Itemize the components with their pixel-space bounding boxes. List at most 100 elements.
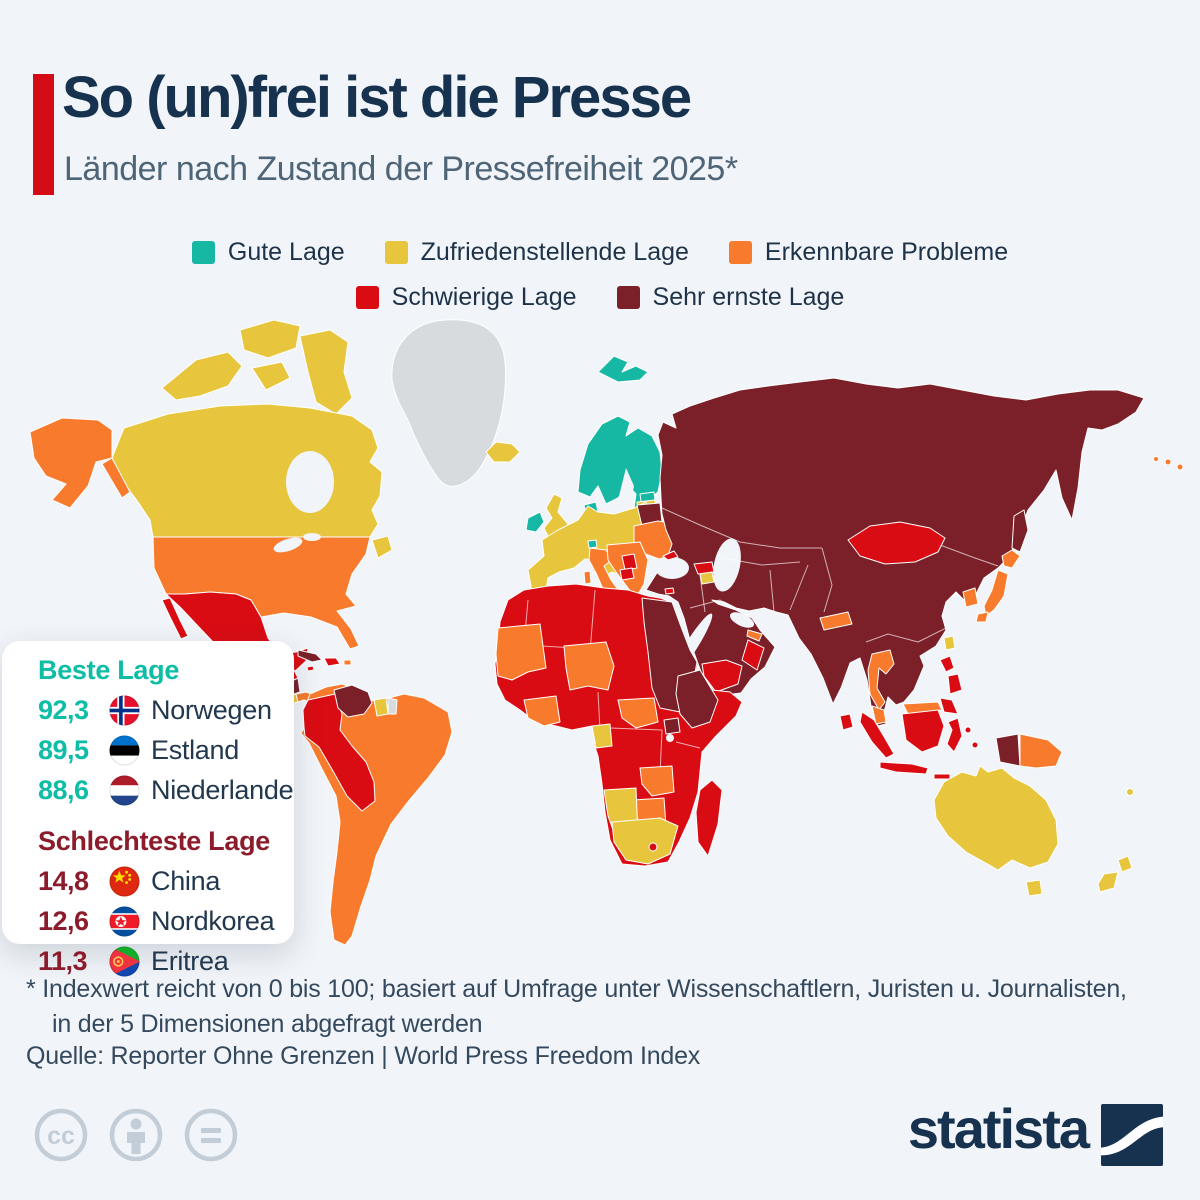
- map-region-tasmania: [1025, 879, 1043, 897]
- map-region-switzerland: [587, 539, 598, 549]
- rank-row-china: 14,8 China: [38, 866, 294, 897]
- eritrea-flag-icon: [109, 946, 140, 977]
- map-region-armenia: [699, 571, 715, 585]
- map-region-ireland: [525, 511, 545, 533]
- statista-logo-icon: [1101, 1104, 1163, 1166]
- score-netherlands: 88,6: [38, 775, 89, 805]
- rank-row-norway: 92,3 Norwegen: [38, 695, 294, 726]
- map-region-ethiopia-eritrea: [675, 669, 719, 729]
- map-region-cyprus: [664, 587, 675, 595]
- score-estonia: 89,5: [38, 735, 89, 765]
- rank-row-eritrea: 11,3 Eritrea: [38, 946, 294, 977]
- map-region-nepal: [819, 611, 853, 631]
- best-heading: Beste Lage: [38, 655, 180, 685]
- map-region-andes-states: [302, 693, 376, 812]
- map-region-crimea: [662, 550, 679, 561]
- map-region-niger: [563, 641, 615, 691]
- map-region-mongolia: [847, 521, 946, 565]
- country-north-korea: Nordkorea: [151, 906, 275, 936]
- worst-heading: Schlechteste Lage: [38, 826, 270, 856]
- map-region-albania-north-macedonia: [619, 567, 635, 581]
- hudson-bay-water: [286, 451, 334, 513]
- country-norway: Norwegen: [151, 695, 272, 725]
- legend-item-good: Gute Lage: [191, 238, 345, 267]
- baltic-sea-water: [618, 468, 634, 508]
- legend-swatch-satisfactory: [384, 241, 408, 264]
- asia-country-borders: [661, 507, 999, 643]
- map-region-hispaniola: [323, 657, 341, 667]
- creative-commons-icons: cc: [34, 1108, 238, 1162]
- map-region-sri-lanka: [839, 713, 854, 731]
- lake-victoria-water: [666, 734, 674, 742]
- score-north-korea: 12,6: [38, 906, 89, 936]
- page-title: So (un)frei ist die Presse: [62, 65, 692, 130]
- map-region-fiji: [1126, 788, 1134, 796]
- country-netherlands: Niederlande: [151, 775, 294, 805]
- footnote-line-1: * Indexwert reicht von 0 bis 100; basier…: [26, 975, 1127, 1003]
- legend-item-very-serious: Sehr ernste Lage: [616, 283, 845, 312]
- legend-swatch-very-serious: [616, 286, 640, 309]
- score-norway: 92,3: [38, 695, 89, 725]
- map-region-oman: [741, 639, 765, 671]
- world-map: [29, 319, 1184, 946]
- cc-icon: [34, 1108, 88, 1162]
- legend-label-satisfactory: Zufriedenstellende Lage: [420, 238, 689, 266]
- persian-gulf-water: [729, 612, 755, 628]
- netherlands-flag-icon: [109, 775, 140, 806]
- map-region-indonesian-papua: [995, 733, 1021, 767]
- legend-label-very-serious: Sehr ernste Lage: [652, 283, 845, 311]
- map-region-venezuela: [333, 684, 373, 718]
- source-line: Quelle: Reporter Ohne Grenzen | World Pr…: [26, 1042, 701, 1070]
- footnote-line-2: in der 5 Dimensionen abgefragt werden: [52, 1010, 483, 1038]
- caspian-sea-water: [713, 538, 741, 592]
- legend-label-good: Gute Lage: [227, 238, 345, 266]
- score-eritrea: 11,3: [38, 946, 88, 976]
- country-estonia: Estland: [151, 735, 239, 765]
- legend: Gute Lage Zufriedenstellende Lage Erkenn…: [0, 238, 1200, 312]
- rank-row-estonia: 89,5 Estland: [38, 735, 294, 766]
- page-subtitle: Länder nach Zustand der Pressefreiheit 2…: [64, 150, 738, 188]
- map-region-philippines: [939, 655, 963, 715]
- cc-by-icon: [109, 1108, 163, 1162]
- cc-nd-icon: [184, 1108, 238, 1162]
- map-region-mauritania-senegal: [495, 623, 547, 681]
- legend-swatch-difficult: [355, 286, 379, 309]
- map-region-iceland: [485, 441, 521, 463]
- map-region-madagascar: [695, 779, 723, 857]
- great-lakes-water-2: [303, 533, 321, 541]
- svg-text:cc: cc: [47, 1122, 75, 1150]
- map-region-japan: [975, 549, 1021, 623]
- map-region-central-african-republic: [617, 697, 659, 729]
- map-region-papua-new-guinea: [1019, 733, 1063, 769]
- ranking-card: Beste Lage 92,3 Norwegen 89,5 Estla: [2, 641, 294, 977]
- map-region-jamaica: [306, 665, 315, 672]
- great-lakes-water: [273, 537, 303, 553]
- north-korea-flag-icon: [109, 906, 140, 937]
- legend-item-satisfactory: Zufriedenstellende Lage: [384, 238, 689, 267]
- map-region-suriname: [373, 697, 389, 717]
- score-china: 14,8: [38, 866, 89, 896]
- map-region-indonesia: [859, 709, 979, 780]
- rank-row-netherlands: 88,6 Niederlande: [38, 775, 294, 806]
- norway-flag-icon: [109, 695, 140, 726]
- map-region-ivory-coast-ghana: [523, 695, 561, 727]
- legend-swatch-good: [191, 241, 215, 264]
- map-region-gabon: [591, 723, 613, 749]
- map-region-thailand: [867, 649, 895, 711]
- map-region-svalbard: [597, 355, 649, 383]
- legend-label-problematic: Erkennbare Probleme: [764, 238, 1009, 266]
- map-region-taiwan: [943, 635, 956, 651]
- map-region-greenland: [391, 319, 506, 487]
- map-region-south-korea: [962, 587, 979, 608]
- map-region-gulf-states: [746, 629, 763, 642]
- legend-item-difficult: Schwierige Lage: [355, 283, 577, 312]
- china-flag-icon: [109, 866, 140, 897]
- estonia-flag-icon: [109, 735, 140, 766]
- map-region-south-africa: [611, 817, 679, 865]
- map-region-puerto-rico: [343, 659, 352, 666]
- map-region-sakhalin: [1011, 509, 1029, 553]
- map-region-cuba: [297, 649, 323, 663]
- map-region-uganda: [663, 717, 681, 735]
- legend-swatch-problematic: [728, 241, 752, 264]
